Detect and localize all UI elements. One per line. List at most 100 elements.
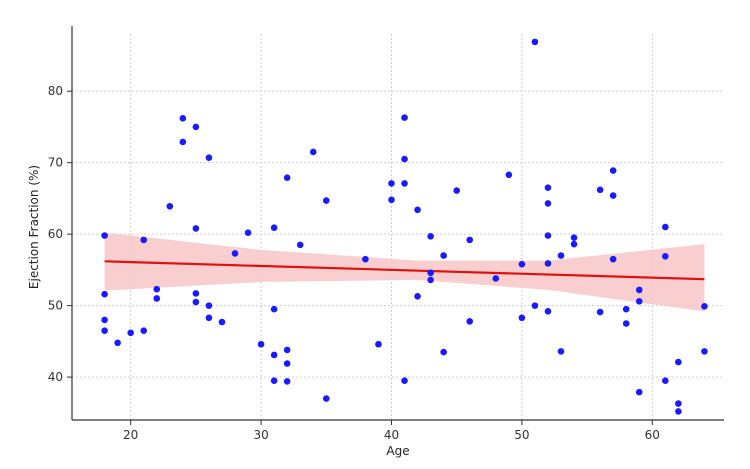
regression-line-layer — [104, 260, 705, 281]
data-point — [531, 302, 539, 309]
data-point — [557, 348, 565, 355]
data-point — [622, 320, 630, 327]
data-point — [244, 229, 252, 237]
data-point — [675, 400, 682, 407]
data-point — [414, 206, 421, 214]
data-point — [609, 255, 617, 263]
tick-layer: 20 30 40 50 60 40 50 60 70 80 — [48, 84, 660, 442]
data-point — [153, 295, 161, 302]
data-point — [218, 318, 226, 326]
data-point — [231, 250, 239, 257]
data-point — [440, 348, 447, 356]
data-point — [388, 196, 395, 204]
data-point — [401, 155, 408, 163]
axes-layer — [71, 26, 724, 421]
data-point — [205, 154, 213, 161]
y-tick-label: 50 — [48, 299, 63, 313]
data-point — [492, 275, 500, 282]
data-point — [596, 308, 604, 316]
data-point — [114, 339, 121, 347]
confidence-band — [104, 232, 705, 312]
data-point — [635, 298, 643, 305]
data-point — [179, 138, 187, 146]
data-point — [675, 358, 682, 366]
x-tick-label: 60 — [645, 428, 660, 442]
data-point — [609, 192, 617, 199]
data-point — [596, 186, 604, 194]
data-point — [322, 395, 330, 402]
data-point — [166, 202, 174, 210]
data-point — [401, 377, 408, 384]
data-point — [427, 269, 434, 277]
y-tick-label: 40 — [48, 370, 63, 384]
data-point — [270, 351, 278, 359]
data-point — [662, 253, 669, 260]
y-axis-label: Ejection Fraction (%) — [27, 165, 41, 289]
regression-line — [104, 260, 705, 281]
data-point — [283, 360, 291, 367]
data-point — [257, 340, 265, 348]
data-points-layer — [101, 38, 708, 415]
data-point — [101, 316, 108, 324]
data-point — [101, 327, 108, 334]
data-point — [192, 225, 200, 232]
data-point — [662, 377, 669, 384]
data-point — [570, 234, 578, 242]
data-point — [362, 255, 369, 263]
data-point — [544, 308, 552, 315]
data-point — [127, 329, 134, 337]
data-point — [140, 327, 148, 334]
data-point — [635, 388, 643, 396]
data-point — [375, 340, 382, 348]
x-tick-label: 20 — [123, 428, 138, 442]
data-point — [466, 236, 474, 244]
data-point — [544, 232, 552, 239]
data-point — [140, 236, 148, 244]
data-point — [270, 224, 278, 232]
data-point — [427, 276, 434, 284]
x-tick-label: 30 — [253, 428, 268, 442]
data-point — [518, 260, 526, 268]
data-point — [414, 293, 421, 300]
grid-layer — [72, 34, 724, 420]
data-point — [401, 180, 408, 187]
data-point — [192, 123, 200, 131]
data-point — [309, 148, 317, 156]
data-point — [192, 290, 200, 297]
y-tick-label: 70 — [48, 156, 63, 170]
data-point — [544, 184, 552, 191]
data-point — [701, 348, 708, 355]
data-point — [283, 378, 291, 385]
data-point — [153, 285, 161, 293]
data-point — [531, 38, 539, 46]
data-point — [205, 302, 213, 309]
data-point — [570, 240, 578, 248]
confidence-band-layer — [104, 232, 705, 312]
data-point — [205, 314, 213, 322]
data-point — [270, 305, 278, 313]
data-point — [505, 171, 513, 179]
data-point — [401, 114, 408, 121]
data-point — [270, 377, 278, 384]
data-point — [453, 187, 460, 194]
data-point — [427, 232, 434, 240]
data-point — [675, 408, 682, 415]
data-point — [388, 180, 395, 187]
data-point — [466, 318, 474, 325]
x-axis-label: Age — [386, 444, 409, 458]
data-point — [101, 232, 108, 239]
data-point — [622, 305, 630, 313]
data-point — [440, 252, 447, 259]
y-tick-label: 60 — [48, 227, 63, 241]
data-point — [283, 346, 291, 354]
y-tick-label: 80 — [48, 84, 63, 98]
data-point — [544, 260, 552, 267]
data-point — [322, 197, 330, 204]
data-point — [283, 174, 291, 181]
data-point — [635, 286, 643, 294]
data-point — [557, 252, 565, 259]
data-point — [518, 314, 526, 322]
data-point — [296, 241, 304, 249]
data-point — [609, 167, 617, 174]
